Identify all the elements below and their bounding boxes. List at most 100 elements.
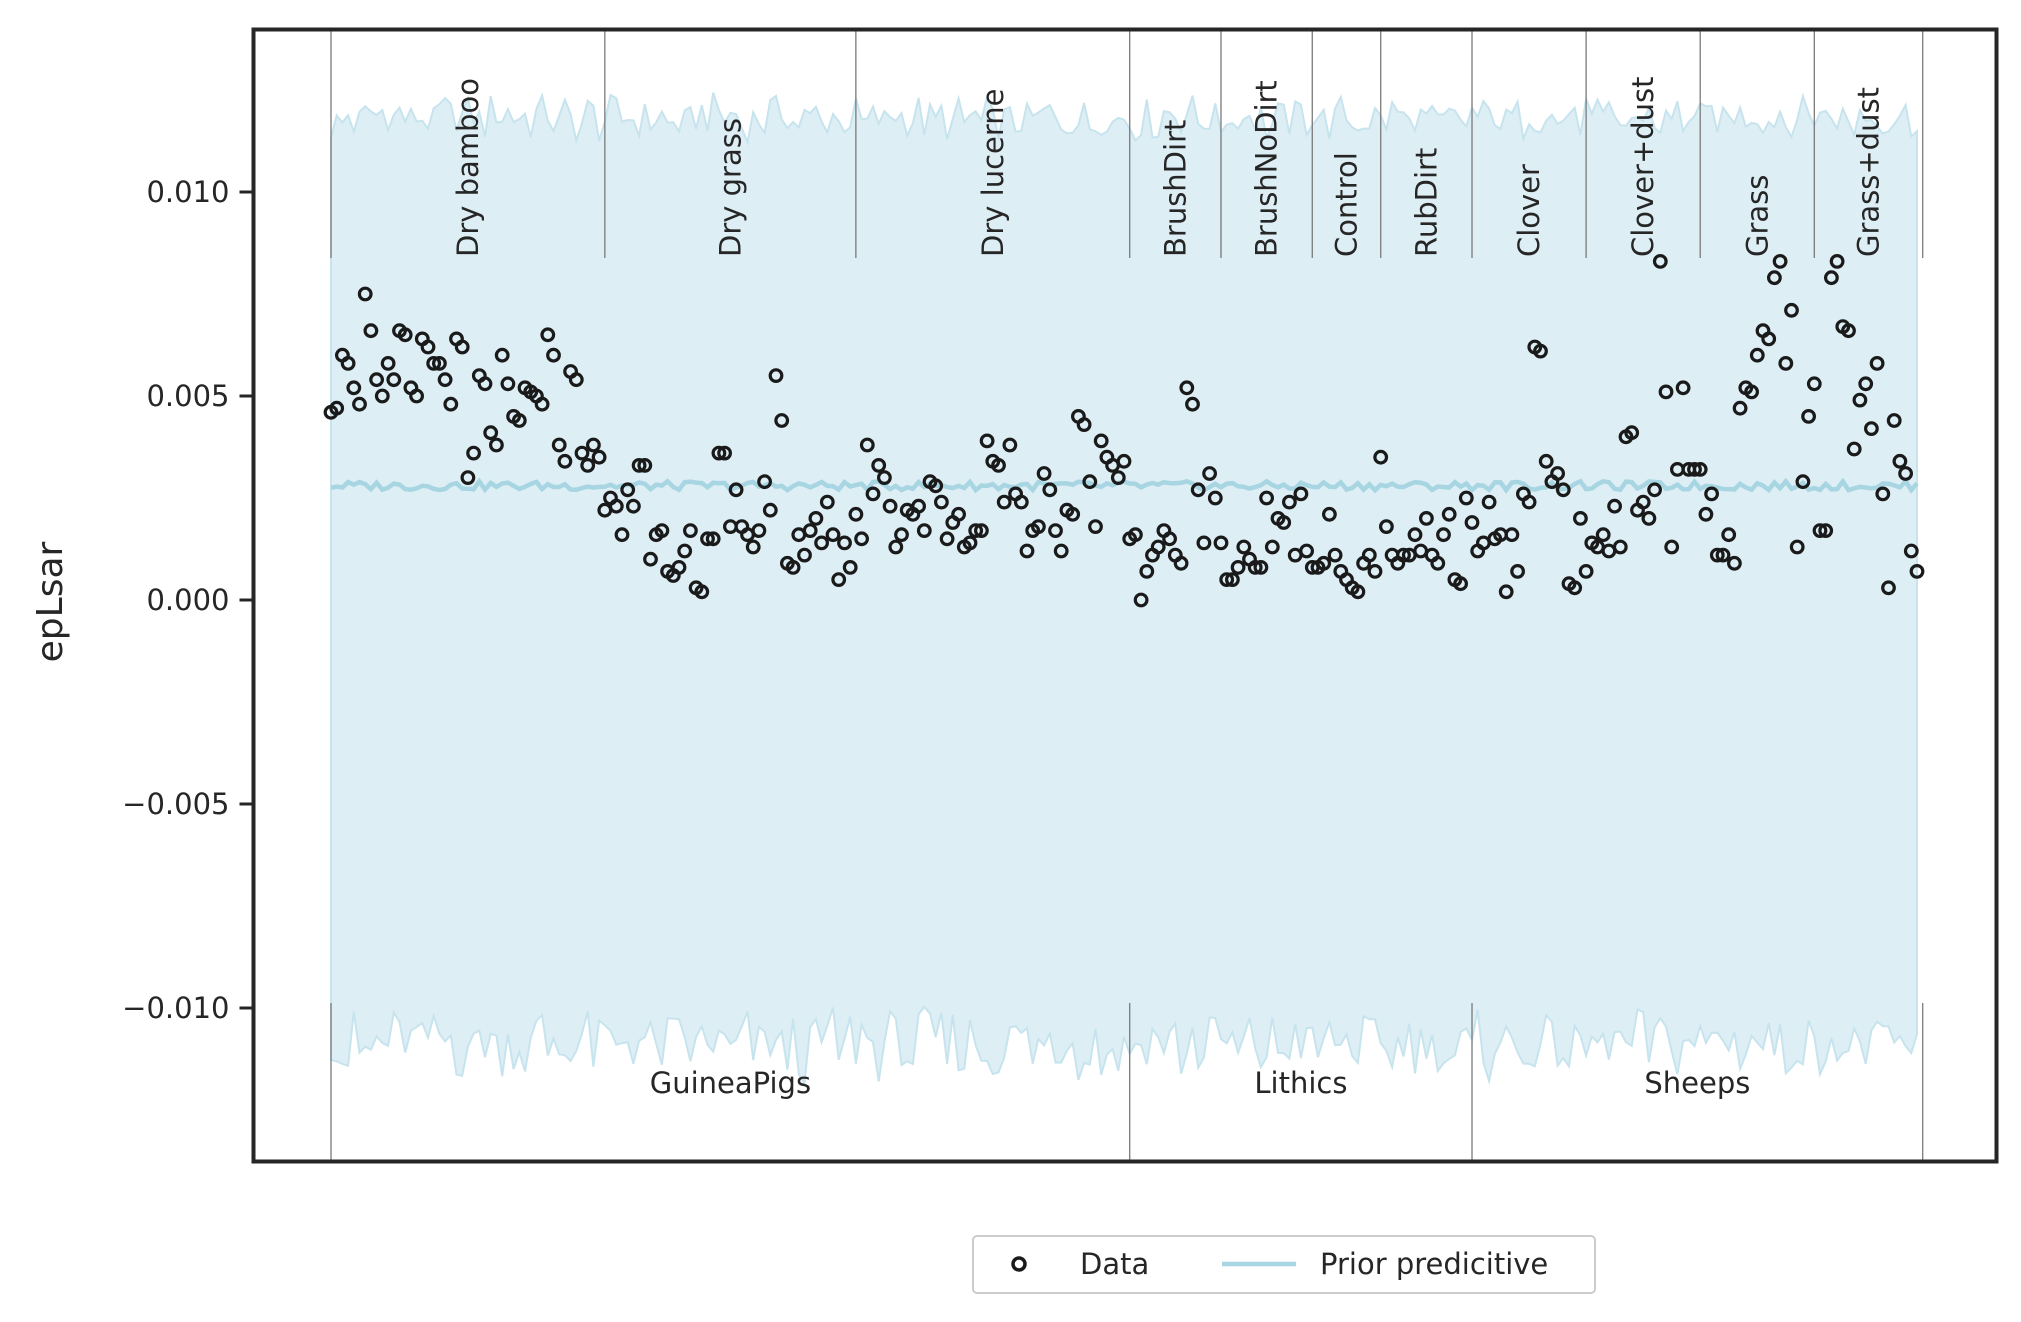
data-point [369, 372, 385, 388]
data-point [1647, 482, 1662, 498]
data-point [1761, 331, 1777, 347]
treatment-label: Clover [1512, 164, 1546, 257]
data-point [340, 356, 356, 371]
data-point [1744, 384, 1759, 400]
data-point [1721, 527, 1737, 543]
data-point [808, 511, 824, 526]
data-point [934, 494, 949, 510]
data-point [974, 523, 989, 538]
data-point [1036, 466, 1052, 481]
data-point [1898, 466, 1913, 481]
data-point [540, 327, 556, 343]
data-point [620, 482, 636, 498]
data-point [1219, 572, 1235, 587]
data-point [1139, 564, 1155, 579]
data-point [614, 527, 630, 543]
data-point [814, 535, 829, 551]
data-point [991, 458, 1006, 473]
data-point [1202, 466, 1217, 481]
treatment-label: Grass+dust [1852, 87, 1886, 257]
data-point [1458, 490, 1474, 506]
data-point [1595, 527, 1611, 543]
data-point [1572, 511, 1588, 526]
data-point [1635, 494, 1651, 510]
y-tick-label: 0.010 [146, 175, 229, 209]
data-point [1088, 519, 1103, 534]
data-point [551, 437, 567, 453]
data-point [848, 506, 864, 522]
data-point [1538, 453, 1554, 469]
data-point [1692, 462, 1708, 477]
data-point [1778, 356, 1794, 371]
data-point [466, 445, 482, 461]
data-point [1048, 523, 1063, 538]
data-point [1812, 523, 1828, 538]
data-point [1892, 453, 1908, 469]
treatment-label: Clover+dust [1626, 76, 1660, 257]
data-point [1162, 531, 1177, 547]
data-point [1607, 498, 1622, 514]
data-point [631, 458, 647, 473]
data-point [1766, 270, 1782, 286]
data-point [1321, 506, 1337, 522]
data-point [357, 286, 373, 302]
y-tick-label: −0.010 [122, 991, 229, 1025]
data-point [1264, 539, 1280, 555]
data-point [865, 486, 881, 502]
data-point [420, 339, 436, 355]
data-point [363, 323, 379, 339]
data-point [671, 560, 687, 575]
data-point [757, 474, 772, 490]
data-point [1875, 486, 1891, 502]
data-point [1065, 506, 1081, 522]
data-point [1316, 555, 1332, 571]
data-point [426, 356, 442, 371]
data-point [608, 498, 624, 514]
data-point [1641, 511, 1657, 526]
data-point [374, 388, 390, 404]
data-point [580, 458, 596, 473]
data-point [1550, 466, 1565, 481]
data-point [1801, 409, 1816, 424]
data-point [1555, 482, 1571, 498]
data-point [1823, 270, 1839, 286]
data-point [717, 445, 732, 461]
data-point [1715, 547, 1731, 563]
data-point [1430, 555, 1446, 571]
prior-predictive-band [330, 92, 1918, 1087]
data-point [911, 498, 926, 514]
data-point [762, 502, 778, 518]
data-point [1196, 535, 1212, 551]
y-tick-label: 0.005 [146, 379, 229, 413]
data-point [1002, 437, 1018, 453]
data-point [1396, 547, 1411, 563]
data-point [1818, 523, 1834, 538]
dataset-label: Sheeps [1644, 1066, 1750, 1100]
data-point [477, 376, 493, 392]
data-point [1533, 343, 1548, 359]
data-point [654, 523, 670, 538]
data-point [1441, 506, 1457, 522]
data-point [774, 413, 790, 428]
data-point [1436, 527, 1451, 543]
data-point [854, 531, 869, 547]
data-point [877, 470, 892, 486]
data-point [586, 437, 601, 453]
data-point [1150, 539, 1166, 555]
data-point [483, 425, 499, 441]
data-point [1578, 564, 1594, 579]
data-point [1687, 462, 1702, 477]
data-point [637, 458, 653, 473]
data-point [1185, 396, 1200, 412]
treatment-label: Dry grass [713, 118, 747, 257]
data-point [859, 437, 875, 453]
data-point [928, 478, 944, 494]
data-point [1869, 356, 1885, 371]
data-point [745, 539, 761, 555]
data-point [882, 498, 898, 514]
data-point [1841, 323, 1856, 339]
data-point [1789, 539, 1805, 555]
y-axis-label: epLsar [30, 541, 71, 662]
data-point [962, 535, 978, 551]
